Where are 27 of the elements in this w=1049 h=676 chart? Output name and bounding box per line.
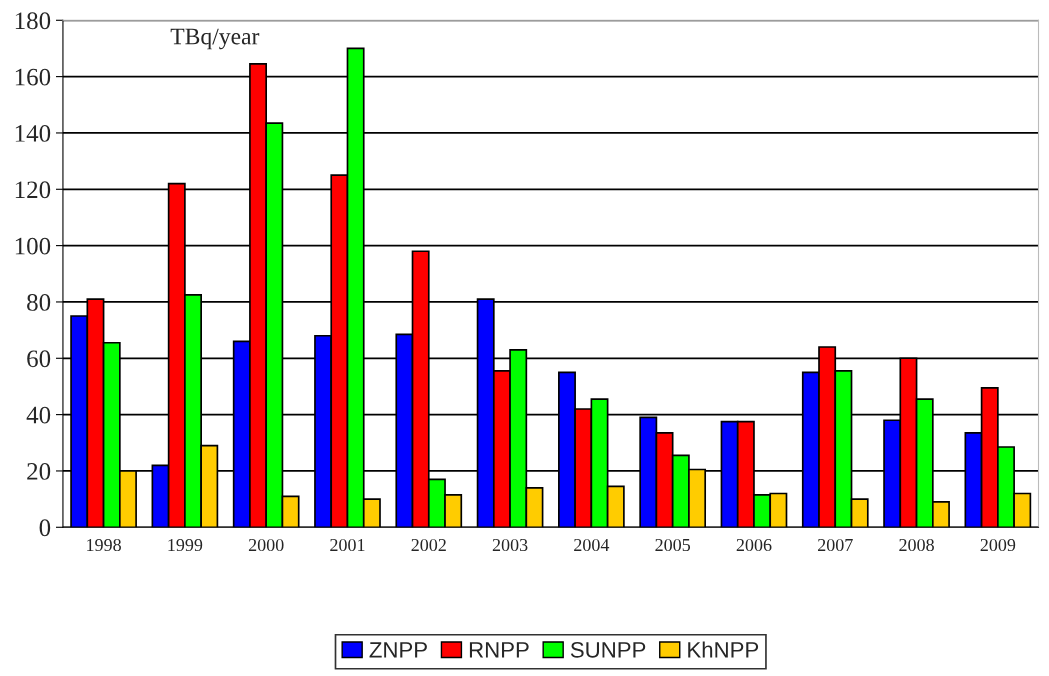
x-tick-label: 2001 [330, 538, 365, 552]
x-tick-label: 1998 [87, 538, 121, 552]
y-tick-label: 120 [15, 181, 51, 199]
x-tick-label: 2005 [655, 538, 691, 552]
y-tick-label: 20 [27, 463, 51, 480]
x-tick-label: 1999 [168, 538, 203, 552]
y-tick-label: 60 [27, 350, 51, 368]
y-tick-label: 160 [15, 68, 51, 86]
legend-label: KhNPP [688, 641, 759, 658]
x-tick-label: 2006 [736, 538, 772, 552]
y-tick-label: 40 [26, 406, 51, 424]
y-tick-label: 0 [39, 519, 51, 537]
x-tick-label: 2007 [818, 538, 853, 552]
y-tick-label: 140 [15, 125, 51, 142]
x-tick-label: 2000 [248, 538, 284, 552]
legend-label: ZNPP [369, 642, 427, 658]
x-tick-label: 2008 [899, 538, 934, 552]
y-tick-label: 80 [27, 294, 51, 311]
y-tick-label: 100 [15, 237, 51, 255]
legend-label: RNPP [469, 642, 529, 658]
x-tick-label: 2009 [980, 538, 1016, 552]
y-axis-title: TBq/year [170, 28, 260, 50]
y-tick-label: 180 [15, 12, 51, 30]
x-tick-label: 2004 [574, 538, 610, 552]
legend-label: SUNPP [570, 641, 646, 658]
x-tick-label: 2003 [492, 538, 528, 552]
x-tick-label: 2002 [411, 538, 446, 552]
